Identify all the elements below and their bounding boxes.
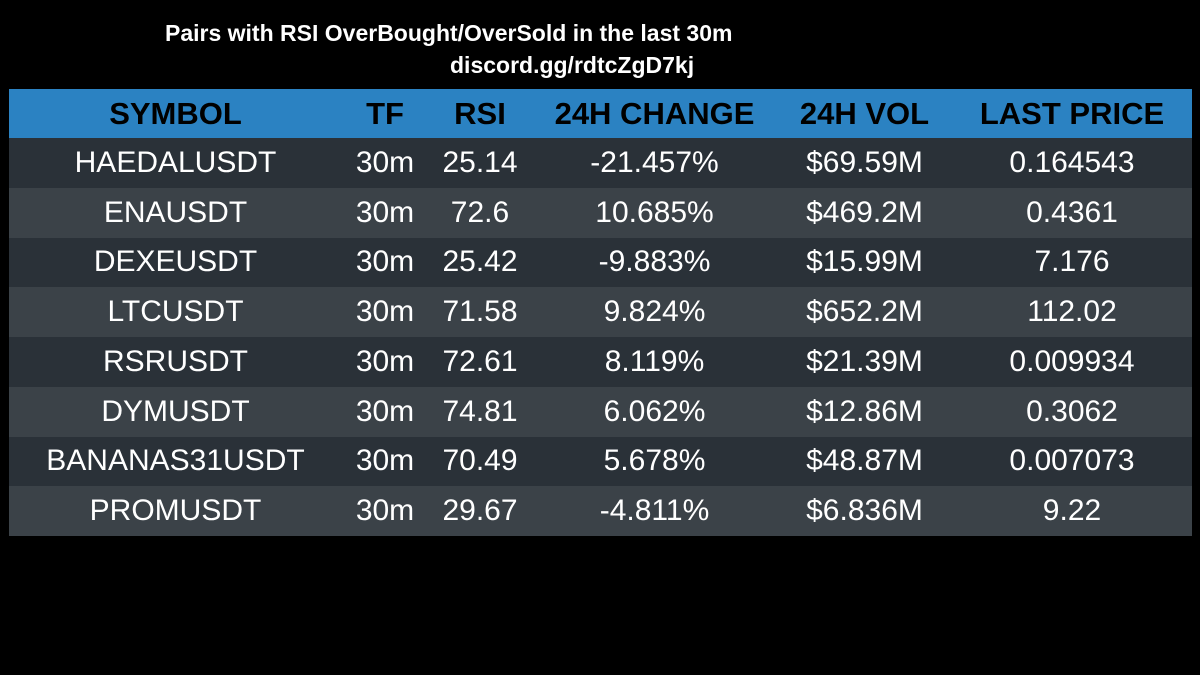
table-header: SYMBOL TF RSI 24H CHANGE 24H VOL LAST PR…: [9, 89, 1192, 138]
header-last-price: LAST PRICE: [979, 95, 1165, 131]
table-row: DEXEUSDT 30m 25.42 -9.883% $15.99M 7.176: [9, 237, 1192, 288]
header-symbol: SYMBOL: [109, 95, 242, 131]
cell-24h-change: 6.062%: [603, 394, 706, 428]
header-24h-vol: 24H VOL: [799, 95, 930, 131]
table-row: DYMUSDT 30m 74.81 6.062% $12.86M 0.3062: [9, 386, 1192, 437]
cell-last-price: 0.009934: [1009, 344, 1135, 378]
cell-last-price: 0.3062: [1026, 394, 1118, 428]
cell-last-price: 0.4361: [1026, 195, 1118, 229]
cell-symbol: HAEDALUSDT: [74, 145, 277, 179]
table-row: PROMUSDT 30m 29.67 -4.811% $6.836M 9.22: [9, 486, 1192, 536]
cell-tf: 30m: [355, 295, 415, 329]
cell-24h-change: 10.685%: [595, 195, 714, 229]
cell-tf: 30m: [355, 444, 415, 478]
cell-24h-vol: $15.99M: [806, 245, 923, 279]
cell-tf: 30m: [355, 344, 415, 378]
table-row: BANANAS31USDT 30m 70.49 5.678% $48.87M 0.0070…: [9, 436, 1192, 487]
cell-symbol: PROMUSDT: [89, 494, 262, 528]
cell-rsi: 72.6: [450, 195, 510, 229]
cell-24h-change: -9.883%: [598, 245, 711, 279]
cell-rsi: 74.81: [442, 394, 518, 428]
cell-24h-vol: $21.39M: [806, 344, 923, 378]
table-body: HAEDALUSDT 30m 25.14 -21.457% $69.59M 0.16454…: [9, 138, 1192, 536]
cell-tf: 30m: [355, 494, 415, 528]
cell-24h-change: 8.119%: [604, 344, 705, 378]
cell-symbol: LTCUSDT: [107, 295, 244, 329]
cell-rsi: 29.67: [442, 494, 518, 528]
cell-last-price: 0.164543: [1009, 145, 1135, 179]
cell-24h-change: -4.811%: [599, 494, 710, 528]
cell-tf: 30m: [355, 195, 415, 229]
cell-rsi: 71.58: [442, 295, 518, 329]
cell-last-price: 9.22: [1042, 494, 1102, 528]
cell-symbol: DEXEUSDT: [93, 245, 258, 279]
cell-rsi: 70.49: [442, 444, 518, 478]
cell-24h-change: 9.824%: [603, 295, 706, 329]
rsi-table: SYMBOL TF RSI 24H CHANGE 24H VOL LAST PR…: [9, 89, 1192, 536]
header-rsi: RSI: [454, 95, 506, 131]
cell-symbol: RSRUSDT: [102, 344, 248, 378]
cell-tf: 30m: [355, 145, 415, 179]
cell-rsi: 25.42: [442, 245, 518, 279]
cell-rsi: 72.61: [442, 344, 518, 378]
header-24h-change: 24H CHANGE: [554, 95, 755, 131]
cell-symbol: BANANAS31USDT: [46, 444, 305, 478]
table-row: RSRUSDT 30m 72.61 8.119% $21.39M 0.009934: [9, 337, 1192, 387]
cell-last-price: 112.02: [1027, 295, 1117, 329]
cell-24h-change: -21.457%: [590, 145, 719, 179]
cell-24h-vol: $469.2M: [806, 195, 923, 229]
cell-symbol: ENAUSDT: [103, 195, 248, 229]
cell-last-price: 7.176: [1034, 245, 1110, 279]
cell-symbol: DYMUSDT: [101, 394, 250, 428]
cell-24h-vol: $48.87M: [806, 444, 923, 478]
header-tf: TF: [366, 95, 404, 131]
cell-24h-vol: $6.836M: [806, 494, 923, 528]
cell-last-price: 0.007073: [1009, 444, 1135, 478]
cell-tf: 30m: [355, 394, 415, 428]
table-row: HAEDALUSDT 30m 25.14 -21.457% $69.59M 0.16454…: [9, 138, 1192, 188]
discord-link: discord.gg/rdtcZgD7kj: [450, 52, 695, 78]
table-row: ENAUSDT 30m 72.6 10.685% $469.2M 0.4361: [9, 187, 1192, 238]
cell-24h-vol: $12.86M: [806, 394, 923, 428]
table-row: LTCUSDT 30m 71.58 9.824% $652.2M 112.02: [9, 287, 1192, 337]
cell-24h-vol: $652.2M: [806, 295, 923, 329]
cell-tf: 30m: [355, 245, 415, 279]
cell-24h-change: 5.678%: [603, 444, 706, 478]
cell-rsi: 25.14: [442, 145, 518, 179]
page-title: Pairs with RSI OverBought/OverSold in th…: [165, 20, 733, 46]
cell-24h-vol: $69.59M: [806, 145, 923, 179]
